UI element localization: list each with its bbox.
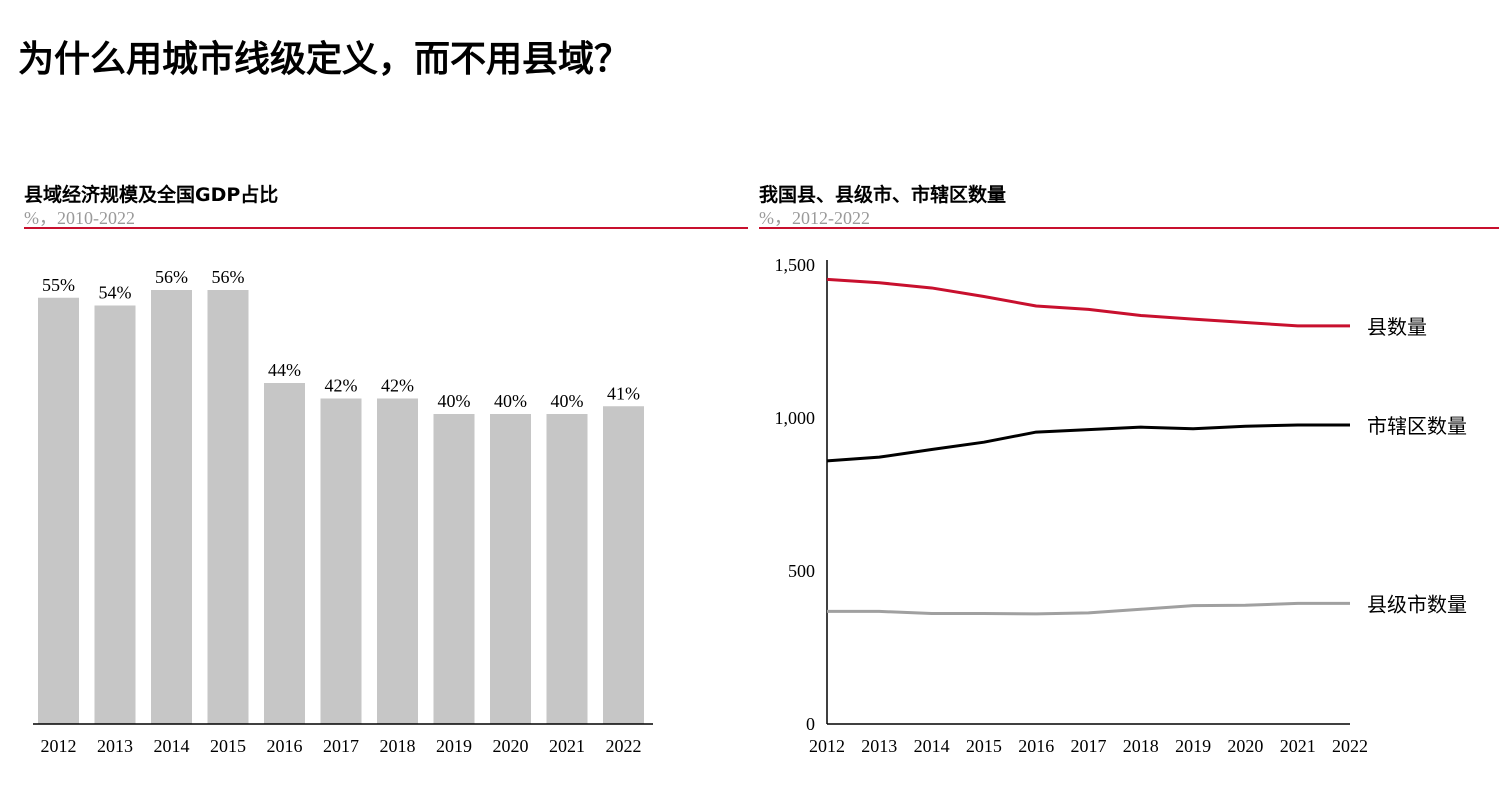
- series-line-1: [826, 423, 1350, 463]
- bar-2018: [377, 398, 418, 724]
- line-chart-rule: [759, 227, 1499, 229]
- x-tick-label: 2018: [380, 736, 416, 756]
- x-tick-label: 2017: [323, 736, 359, 756]
- bar-chart-rule: [24, 227, 748, 229]
- y-tick-label: 0: [806, 714, 815, 734]
- x-tick-label: 2019: [436, 736, 472, 756]
- series-label: 县数量: [1367, 315, 1427, 339]
- x-tick-label: 2013: [861, 736, 897, 756]
- bar-data-label: 55%: [42, 275, 75, 295]
- bar-2015: [207, 290, 249, 724]
- x-tick-label: 2017: [1071, 736, 1107, 756]
- bar-data-label: 41%: [607, 383, 640, 403]
- x-tick-label: 2016: [1018, 736, 1054, 756]
- x-tick-label: 2019: [1175, 736, 1211, 756]
- x-tick-label: 2021: [1280, 736, 1316, 756]
- bar-2022: [603, 406, 644, 724]
- x-tick-label: 2014: [154, 736, 190, 756]
- x-tick-label: 2013: [97, 736, 133, 756]
- bar-data-label: 42%: [325, 376, 358, 396]
- bar-chart-subtitle: %，2010-2022: [24, 208, 135, 228]
- bar-data-label: 56%: [155, 267, 188, 287]
- x-tick-label: 2012: [809, 736, 845, 756]
- bar-data-label: 40%: [551, 391, 584, 411]
- bar-data-label: 44%: [268, 360, 301, 380]
- y-tick-label: 1,000: [775, 408, 816, 428]
- line-chart-title: 我国县、县级市、市辖区数量: [759, 184, 1007, 206]
- bar-2017: [320, 398, 362, 724]
- y-tick-label: 1,500: [775, 255, 816, 275]
- bar-data-label: 56%: [212, 267, 245, 287]
- page-title: 为什么用城市线级定义，而不用县域？: [18, 39, 631, 80]
- bar-data-label: 42%: [381, 376, 414, 396]
- bar-2012: [38, 297, 79, 724]
- series-line-0: [826, 277, 1350, 328]
- bar-chart-title: 县域经济规模及全国GDP占比: [24, 184, 279, 206]
- x-tick-label: 2020: [1227, 736, 1263, 756]
- x-tick-label: 2021: [549, 736, 585, 756]
- series-line-2: [827, 601, 1350, 616]
- x-tick-label: 2022: [606, 736, 642, 756]
- x-tick-label: 2014: [914, 736, 950, 756]
- x-tick-label: 2020: [493, 736, 529, 756]
- bar-data-label: 40%: [438, 391, 471, 411]
- bar-2020: [490, 414, 531, 724]
- x-tick-label: 2016: [267, 736, 303, 756]
- y-tick-label: 500: [788, 561, 815, 581]
- bar-2019: [433, 414, 475, 724]
- bar-2014: [151, 290, 192, 724]
- series-label: 县级市数量: [1367, 592, 1467, 616]
- x-tick-label: 2018: [1123, 736, 1159, 756]
- bar-2021: [546, 414, 588, 724]
- x-tick-label: 2015: [210, 736, 246, 756]
- bar-data-label: 40%: [494, 391, 527, 411]
- line-chart-subtitle: %，2012-2022: [759, 208, 870, 228]
- x-tick-label: 2012: [41, 736, 77, 756]
- bar-data-label: 54%: [99, 283, 132, 303]
- bar-2016: [264, 383, 305, 724]
- x-tick-label: 2022: [1332, 736, 1368, 756]
- x-tick-label: 2015: [966, 736, 1002, 756]
- series-label: 市辖区数量: [1367, 414, 1467, 438]
- bar-2013: [94, 305, 136, 724]
